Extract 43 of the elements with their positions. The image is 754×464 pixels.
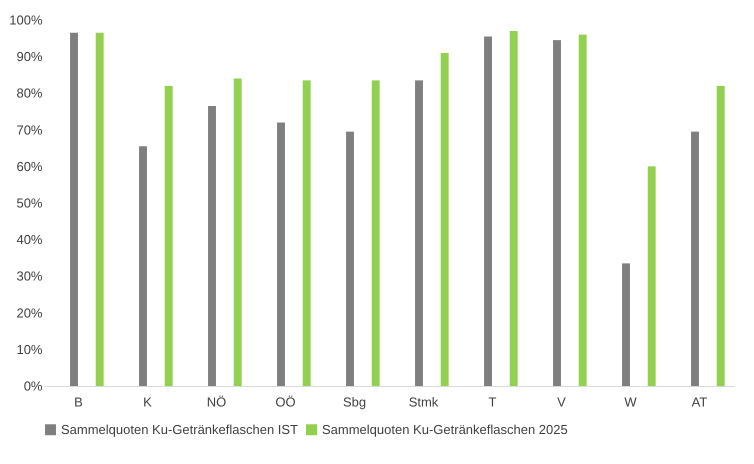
y-tick-label: 60% bbox=[16, 158, 43, 174]
y-tick-label: 0% bbox=[24, 378, 43, 394]
bar bbox=[96, 32, 104, 386]
bar bbox=[372, 80, 380, 386]
x-tick-label: T bbox=[488, 394, 497, 410]
bar bbox=[346, 132, 354, 386]
y-tick-label: 30% bbox=[16, 268, 43, 284]
bar bbox=[553, 40, 561, 386]
y-tick-label: 80% bbox=[16, 86, 43, 101]
x-tick-label: AT bbox=[692, 394, 708, 410]
bar bbox=[234, 78, 242, 386]
bar bbox=[277, 122, 285, 386]
bar bbox=[415, 80, 423, 386]
bar bbox=[578, 34, 587, 386]
x-tick-label: NÖ bbox=[206, 394, 226, 410]
bar bbox=[208, 106, 216, 386]
legend-label: Sammelquoten Ku-Getränkeflaschen IST bbox=[61, 422, 298, 437]
bar bbox=[716, 86, 725, 386]
x-tick-label: B bbox=[74, 394, 83, 410]
x-tick-label: Stmk bbox=[408, 394, 439, 410]
y-tick-label: 40% bbox=[16, 232, 43, 248]
y-tick-label: 90% bbox=[16, 49, 43, 64]
bar bbox=[510, 30, 518, 386]
bar bbox=[70, 32, 78, 386]
bar bbox=[139, 146, 147, 386]
y-tick-label: 50% bbox=[16, 196, 43, 210]
x-tick-label: OÖ bbox=[275, 394, 296, 410]
x-tick-label: K bbox=[143, 394, 152, 410]
y-tick-label: 70% bbox=[16, 122, 43, 138]
legend-label: Sammelquoten Ku-Getränkeflaschen 2025 bbox=[322, 422, 568, 437]
bar bbox=[164, 86, 173, 386]
bar bbox=[691, 132, 699, 386]
bar bbox=[302, 80, 311, 386]
x-tick-label: W bbox=[624, 394, 638, 410]
x-tick-label: Sbg bbox=[342, 394, 366, 410]
y-tick-label: 100% bbox=[9, 12, 43, 28]
bar bbox=[484, 36, 492, 386]
bar bbox=[622, 263, 630, 386]
y-tick-label: 20% bbox=[16, 305, 43, 320]
y-tick-label: 10% bbox=[16, 342, 43, 357]
x-tick-label: V bbox=[557, 394, 566, 410]
bar bbox=[440, 52, 449, 386]
bar bbox=[648, 166, 656, 386]
